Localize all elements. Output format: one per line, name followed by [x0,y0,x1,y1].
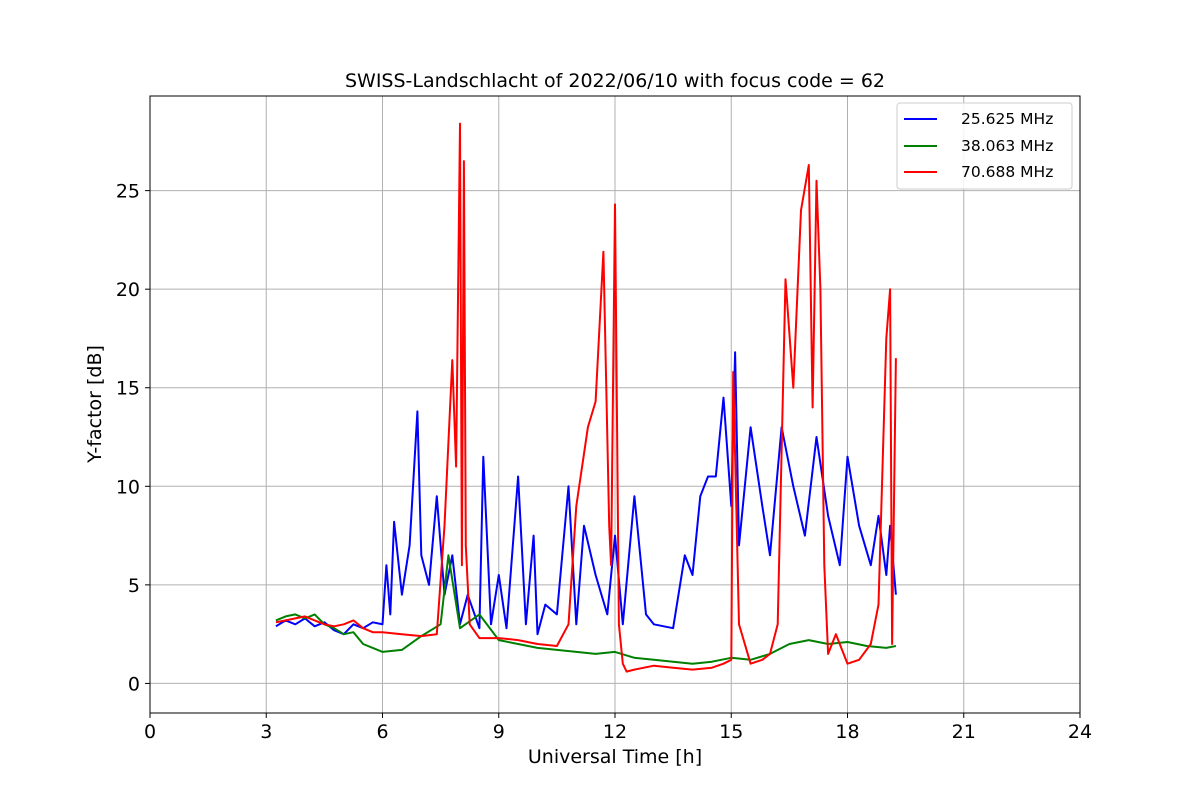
y-tick-label: 10 [116,476,140,498]
y-axis-label: Y-factor [dB] [84,345,106,464]
y-tick-label: 0 [128,673,140,695]
x-tick-label: 9 [493,721,505,743]
x-tick-label: 0 [144,721,156,743]
legend-label-0: 25.625 MHz [961,110,1053,128]
x-tick-label: 18 [835,721,859,743]
y-tick-label: 25 [116,181,140,203]
legend-box [896,102,1073,190]
y-tick-label: 5 [128,575,140,597]
series-line-0 [275,351,897,636]
x-tick-label: 12 [603,721,627,743]
series-line-1 [275,554,897,665]
legend-label-1: 38.063 MHz [961,137,1053,155]
y-tick-label: 15 [116,378,140,400]
series-line-2 [275,122,897,673]
x-tick-label: 21 [952,721,976,743]
legend-label-2: 70.688 MHz [961,163,1053,181]
y-tick-label: 20 [116,279,140,301]
x-axis-label: Universal Time [h] [528,746,702,768]
legend: 25.625 MHz 38.063 MHz 70.688 MHz [896,102,1073,190]
x-tick-label: 15 [719,721,743,743]
x-tick-label: 3 [260,721,272,743]
x-tick-label: 24 [1068,721,1092,743]
x-tick-label: 6 [376,721,388,743]
chart-title: SWISS-Landschlacht of 2022/06/10 with fo… [345,70,885,92]
